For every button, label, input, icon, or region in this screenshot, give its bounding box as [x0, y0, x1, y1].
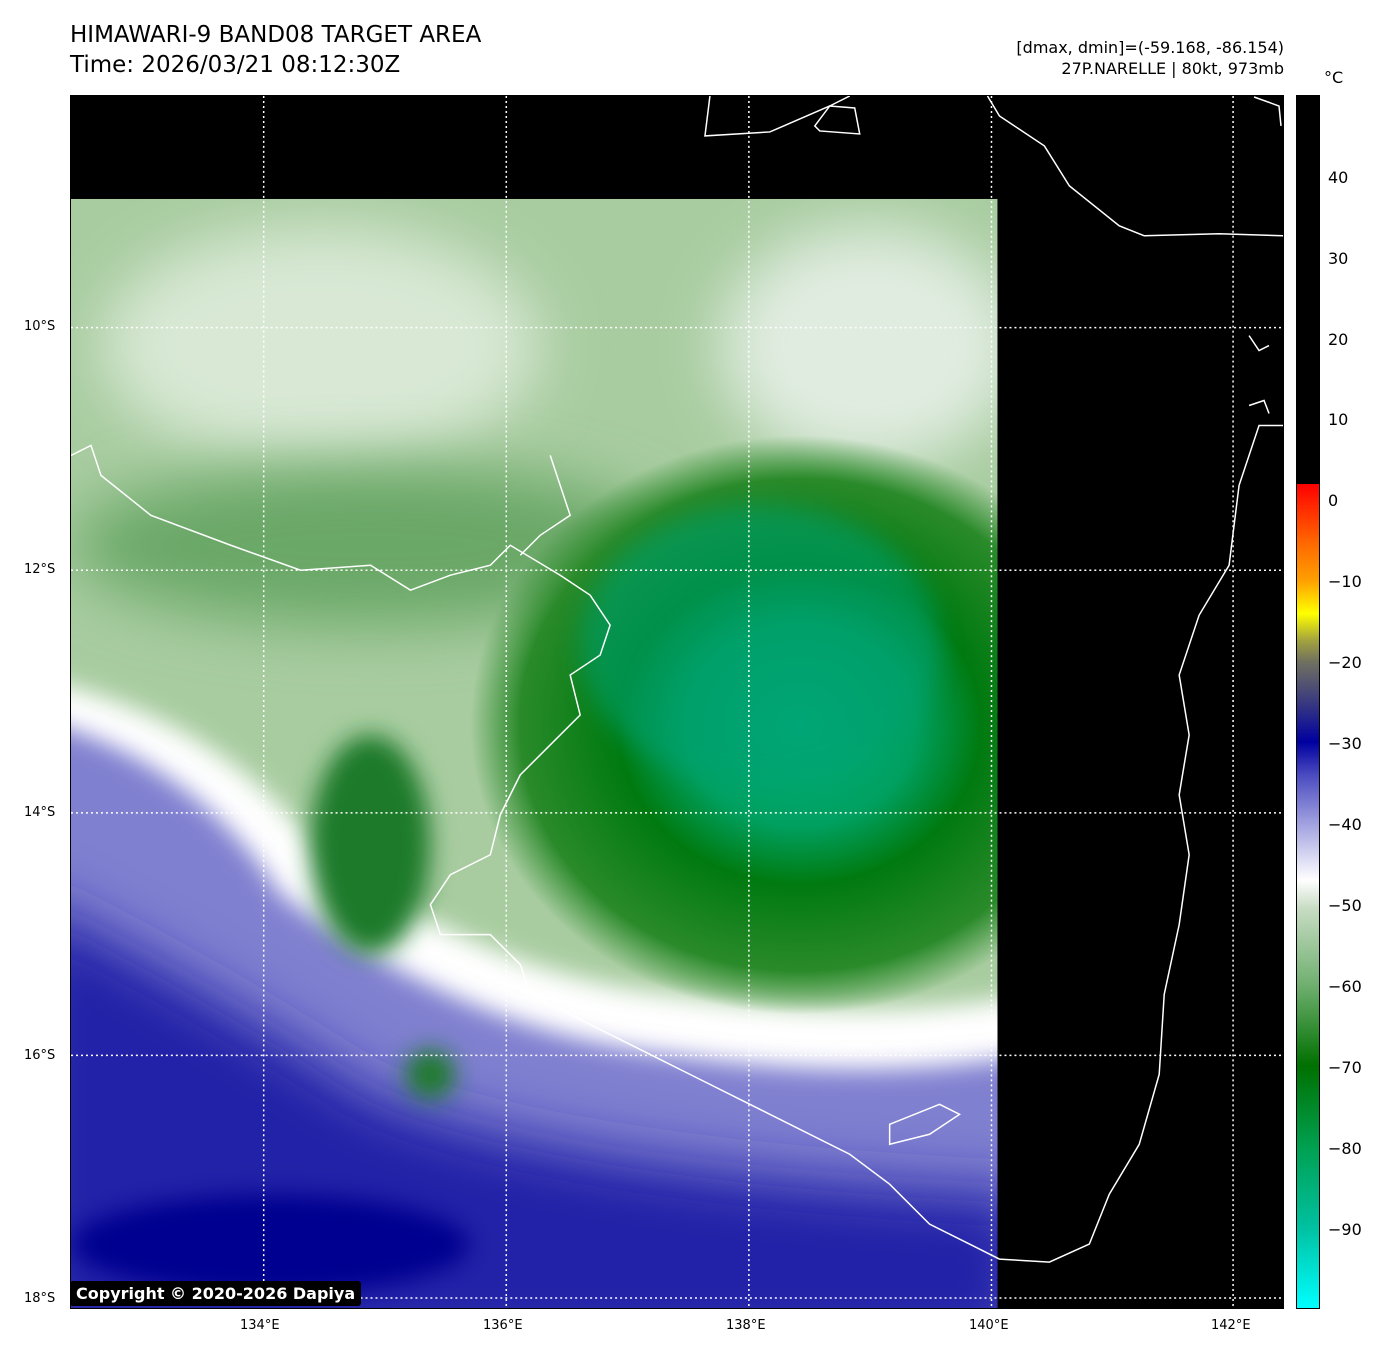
colorbar-tick: −90 — [1328, 1220, 1362, 1239]
satellite-map — [70, 95, 1284, 1309]
lon-tick: 136°E — [483, 1318, 523, 1333]
imagery — [71, 198, 998, 1308]
lon-tick: 142°E — [1211, 1318, 1251, 1333]
colorbar-tick: −80 — [1328, 1139, 1362, 1158]
colorbar-tick: −70 — [1328, 1058, 1362, 1077]
colorbar-tick: 20 — [1328, 330, 1349, 349]
colorbar-tick: 10 — [1328, 410, 1349, 429]
lat-tick: 18°S — [24, 1291, 56, 1306]
figure-time: Time: 2026/03/21 08:12:30Z — [70, 52, 401, 78]
copyright-label: Copyright © 2020-2026 Dapiya — [70, 1281, 362, 1306]
colorbar — [1296, 95, 1320, 1309]
colorbar-tick: 30 — [1328, 249, 1349, 268]
colorbar-tick: 0 — [1328, 491, 1339, 510]
lat-tick: 16°S — [24, 1048, 56, 1063]
lat-tick: 12°S — [24, 562, 56, 577]
gridlines — [71, 96, 1283, 1308]
colorbar-tick: −10 — [1328, 572, 1362, 591]
colorbar-tick: −40 — [1328, 815, 1362, 834]
figure-title: HIMAWARI-9 BAND08 TARGET AREA — [70, 22, 482, 48]
lat-tick: 10°S — [24, 319, 56, 334]
colorbar-tick: 40 — [1328, 168, 1349, 187]
dmax-dmin-label: [dmax, dmin]=(-59.168, -86.154) — [1016, 38, 1284, 57]
lat-tick: 14°S — [24, 805, 56, 820]
lon-tick: 138°E — [726, 1318, 766, 1333]
storm-info-label: 27P.NARELLE | 80kt, 973mb — [1061, 59, 1284, 78]
colorbar-tick: −50 — [1328, 896, 1362, 915]
colorbar-tick: −30 — [1328, 734, 1362, 753]
lon-tick: 134°E — [240, 1318, 280, 1333]
colorbar-tick: −20 — [1328, 653, 1362, 672]
colorbar-unit: °C — [1324, 68, 1344, 87]
lon-tick: 140°E — [969, 1318, 1009, 1333]
colorbar-tick: −60 — [1328, 977, 1362, 996]
